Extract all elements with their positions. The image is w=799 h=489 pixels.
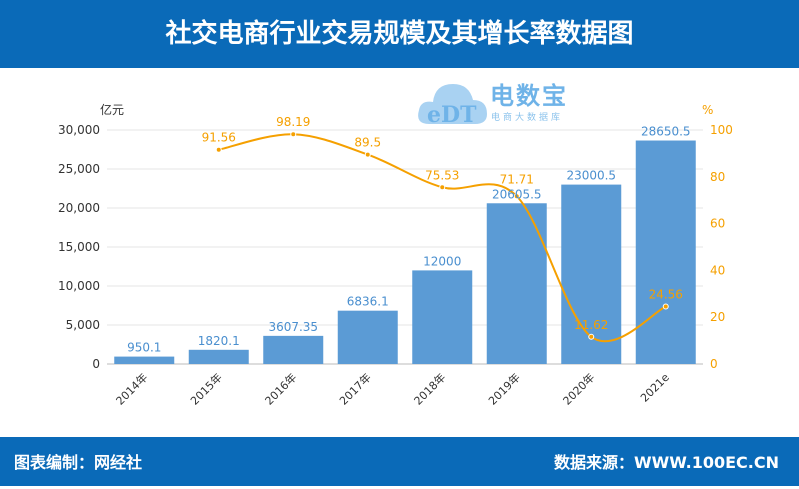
svg-text:eDT: eDT: [427, 102, 477, 128]
left-tick-label: 20,000: [58, 201, 100, 215]
growth-rate-label: 71.71: [500, 172, 534, 186]
cloud-logo-icon: eDT: [418, 84, 487, 128]
footer-source: 数据来源：WWW.100EC.CN: [553, 453, 779, 472]
logo: eDT 电数宝 电商大数据库: [415, 72, 585, 130]
x-tick-label: 2014年: [113, 370, 150, 407]
bar: [337, 310, 398, 364]
bar: [486, 203, 547, 364]
right-tick-label: 80: [710, 170, 725, 184]
bar-value-label: 23000.5: [566, 169, 616, 183]
bar-value-label: 28650.5: [641, 125, 691, 139]
x-tick-label: 2015年: [187, 370, 224, 407]
footer-credit: 图表编制：网经社: [14, 453, 143, 472]
right-tick-label: 60: [710, 217, 725, 231]
growth-rate-point: [364, 151, 371, 158]
growth-rate-point: [290, 131, 297, 138]
left-tick-label: 15,000: [58, 240, 100, 254]
growth-rate-label: 75.53: [425, 168, 459, 182]
right-tick-label: 20: [710, 310, 725, 324]
bar-value-label: 1820.1: [198, 334, 240, 348]
chart-title: 社交电商行业交易规模及其增长率数据图: [165, 19, 634, 49]
right-tick-label: 0: [710, 357, 718, 371]
growth-rate-label: 24.56: [649, 288, 683, 302]
growth-rate-point: [439, 184, 446, 191]
growth-rate-point: [215, 146, 222, 153]
bar-value-label: 950.1: [127, 341, 161, 355]
bar: [188, 349, 249, 364]
bar-value-label: 20605.5: [492, 187, 542, 201]
right-tick-label: 40: [710, 263, 725, 277]
x-tick-label: 2021e: [638, 371, 672, 405]
right-tick-label: 100: [710, 123, 733, 137]
footer: 图表编制：网经社 数据来源：WWW.100EC.CN: [0, 437, 799, 486]
x-tick-label: 2017年: [336, 370, 373, 407]
x-tick-label: 2018年: [411, 370, 448, 407]
bar: [635, 140, 696, 364]
growth-rate-label: 89.5: [354, 136, 381, 150]
growth-rate-point: [662, 303, 669, 310]
growth-rate-label: 98.19: [276, 115, 310, 129]
logo-name: 电数宝: [490, 82, 568, 110]
bar: [263, 335, 324, 364]
x-tick-label: 2016年: [262, 370, 299, 407]
left-tick-label: 5,000: [66, 318, 100, 332]
chart-title-bar: 社交电商行业交易规模及其增长率数据图: [0, 0, 799, 68]
growth-rate-point: [513, 193, 520, 200]
bar: [114, 356, 175, 364]
bar-value-label: 3607.35: [268, 320, 318, 334]
x-tick-label: 2019年: [485, 370, 522, 407]
left-tick-label: 30,000: [58, 123, 100, 137]
bar: [412, 270, 473, 364]
right-axis-unit: %: [702, 103, 713, 117]
left-tick-label: 0: [92, 357, 100, 371]
left-tick-label: 25,000: [58, 162, 100, 176]
x-tick-label: 2020年: [560, 370, 597, 407]
growth-rate-label: 11.62: [574, 318, 608, 332]
growth-rate-point: [588, 333, 595, 340]
bar-value-label: 12000: [423, 254, 461, 268]
left-axis-unit: 亿元: [100, 102, 124, 117]
left-tick-label: 10,000: [58, 279, 100, 293]
bar-value-label: 6836.1: [347, 295, 389, 309]
logo-subtitle: 电商大数据库: [491, 113, 564, 123]
growth-rate-label: 91.56: [202, 131, 236, 145]
